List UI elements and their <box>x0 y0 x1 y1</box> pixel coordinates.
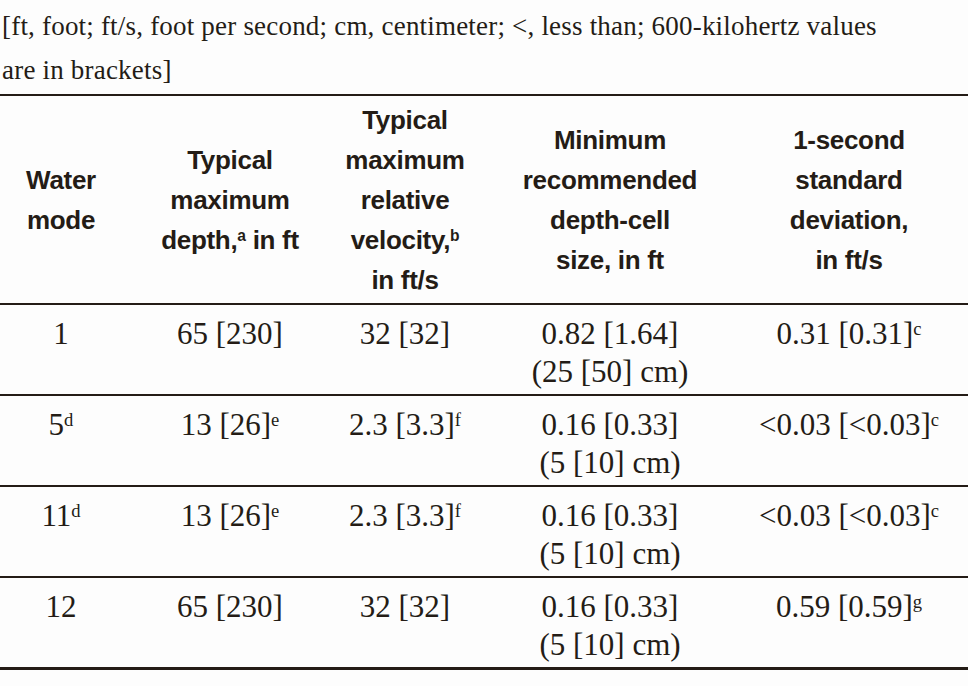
water-mode-table: Water mode Typical maximum depth,a in ft… <box>0 94 968 670</box>
header-cell-std-deviation: 1-second standard deviation, in ft/s <box>730 120 968 280</box>
header-cell-depth-cell-size: Minimum recommended depth-cell size, in … <box>490 120 730 280</box>
cell-water-mode: 1 <box>0 305 140 394</box>
abbreviation-note-line1: [ft, foot; ft/s, foot per second; cm, ce… <box>2 4 966 48</box>
header-row: Water mode Typical maximum depth,a in ft… <box>0 96 968 305</box>
cell-max-depth: 13 [26]e <box>140 396 320 485</box>
cell-std-deviation: 0.31 [0.31]c <box>730 305 968 394</box>
cell-max-velocity: 32 [32] <box>320 578 490 667</box>
cell-max-depth: 13 [26]e <box>140 487 320 576</box>
abbreviation-note-line2: are in brackets] <box>2 48 966 92</box>
cell-max-velocity: 2.3 [3.3]f <box>320 487 490 576</box>
table-row: 5d 13 [26]e 2.3 [3.3]f 0.16 [0.33] (5 [1… <box>0 396 968 487</box>
table-row: 1 65 [230] 32 [32] 0.82 [1.64] (25 [50] … <box>0 305 968 396</box>
header-cell-max-velocity: Typical maximum relative velocity,b in f… <box>320 100 490 300</box>
footnote-ref-b: b <box>450 227 459 244</box>
cell-max-depth: 65 [230] <box>140 578 320 667</box>
footnote-ref-a: a <box>237 227 245 244</box>
cell-std-deviation: <0.03 [<0.03]c <box>730 396 968 485</box>
cell-depth-cell-size: 0.16 [0.33] (5 [10] cm) <box>490 487 730 576</box>
report-table-page: [ft, foot; ft/s, foot per second; cm, ce… <box>0 0 968 686</box>
cell-water-mode: 12 <box>0 578 140 667</box>
cell-depth-cell-size: 0.16 [0.33] (5 [10] cm) <box>490 578 730 667</box>
table-row: 12 65 [230] 32 [32] 0.16 [0.33] (5 [10] … <box>0 578 968 667</box>
cell-depth-cell-size: 0.82 [1.64] (25 [50] cm) <box>490 305 730 394</box>
cell-water-mode: 11d <box>0 487 140 576</box>
header-cell-max-depth: Typical maximum depth,a in ft <box>140 140 320 260</box>
cell-depth-cell-size: 0.16 [0.33] (5 [10] cm) <box>490 396 730 485</box>
cell-max-depth: 65 [230] <box>140 305 320 394</box>
cell-std-deviation: 0.59 [0.59]g <box>730 578 968 667</box>
header-cell-water-mode: Water mode <box>0 160 140 240</box>
cell-std-deviation: <0.03 [<0.03]c <box>730 487 968 576</box>
cell-max-velocity: 2.3 [3.3]f <box>320 396 490 485</box>
table-row: 11d 13 [26]e 2.3 [3.3]f 0.16 [0.33] (5 [… <box>0 487 968 578</box>
cell-water-mode: 5d <box>0 396 140 485</box>
abbreviation-note: [ft, foot; ft/s, foot per second; cm, ce… <box>0 0 968 92</box>
cell-max-velocity: 32 [32] <box>320 305 490 394</box>
